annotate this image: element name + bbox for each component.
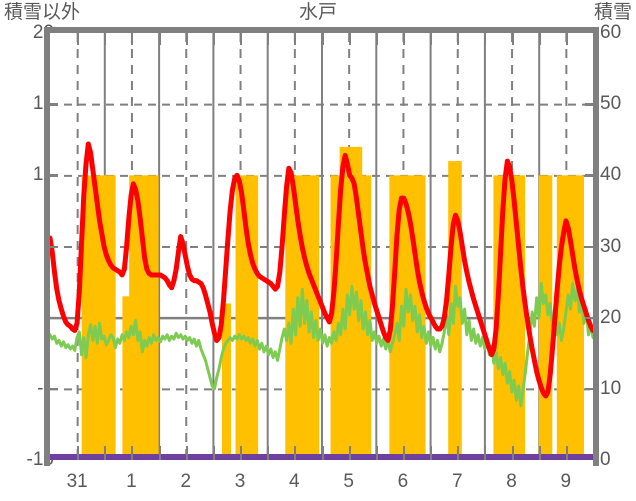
snow-bar xyxy=(122,296,132,460)
bottom-tick-mark xyxy=(212,446,215,460)
plot-area xyxy=(50,33,593,460)
top-tick-mark xyxy=(430,33,433,45)
top-halfday-tick-mark xyxy=(565,33,568,45)
bottom-tick-mark xyxy=(104,446,107,460)
right-axis-tick: 60 xyxy=(600,22,622,43)
bottom-tick-mark xyxy=(430,446,433,460)
bottom-halfday-tick-mark xyxy=(294,446,297,460)
x-axis-tick: 31 xyxy=(66,471,88,492)
top-halfday-tick-mark xyxy=(348,33,351,45)
top-halfday-tick-mark xyxy=(77,33,80,45)
top-tick-mark xyxy=(538,33,541,45)
top-tick-mark xyxy=(158,33,161,45)
bottom-halfday-tick-mark xyxy=(77,446,80,460)
top-halfday-tick-mark xyxy=(402,33,405,45)
right-tick-mark xyxy=(585,387,594,391)
bottom-tick-mark xyxy=(267,446,270,460)
top-tick-mark xyxy=(212,33,215,45)
bottom-halfday-tick-mark xyxy=(511,446,514,460)
bottom-tick-mark xyxy=(158,446,161,460)
left-tick-mark xyxy=(49,174,58,177)
bottom-halfday-tick-mark xyxy=(565,446,568,460)
left-tick-mark xyxy=(49,387,58,391)
x-axis-tick: 2 xyxy=(180,471,192,492)
top-tick-mark xyxy=(484,33,487,45)
right-axis-tick: 30 xyxy=(600,235,622,257)
top-halfday-tick-mark xyxy=(185,33,188,45)
right-tick-mark xyxy=(585,316,594,320)
chart-title: 水戸 xyxy=(298,2,337,23)
top-tick-mark xyxy=(267,33,270,45)
right-axis-tick: 50 xyxy=(600,93,622,115)
bottom-halfday-tick-mark xyxy=(402,446,405,460)
x-axis-tick: 3 xyxy=(234,471,246,492)
bottom-halfday-tick-mark xyxy=(185,446,188,460)
snow-bar xyxy=(221,303,231,460)
x-axis-tick: 7 xyxy=(451,471,463,492)
left-tick-mark xyxy=(49,103,58,106)
snow-bar xyxy=(240,232,254,460)
chart-canvas xyxy=(50,33,593,460)
top-halfday-tick-mark xyxy=(294,33,297,45)
right-axis-tick: 0 xyxy=(600,449,611,470)
right-tick-mark xyxy=(585,103,594,106)
bottom-tick-mark xyxy=(375,446,378,460)
bottom-halfday-tick-mark xyxy=(240,446,243,460)
bottom-halfday-tick-mark xyxy=(131,446,134,460)
top-tick-mark xyxy=(104,33,107,45)
x-axis-tick: 8 xyxy=(506,471,517,492)
left-tick-mark xyxy=(49,316,58,320)
top-tick-mark xyxy=(321,33,324,45)
x-axis-tick: 1 xyxy=(126,471,137,492)
right-tick-mark xyxy=(585,174,594,177)
x-axis-tick: 9 xyxy=(560,471,572,492)
top-halfday-tick-mark xyxy=(511,33,514,45)
bottom-halfday-tick-mark xyxy=(457,446,460,460)
right-axis-tick: 40 xyxy=(600,164,622,186)
top-tick-mark xyxy=(375,33,378,45)
left-tick-mark xyxy=(49,245,58,248)
x-axis-tick: 5 xyxy=(343,471,354,492)
left-axis-title: 積雪以外 xyxy=(4,2,81,23)
top-halfday-tick-mark xyxy=(240,33,243,45)
x-axis-tick: 6 xyxy=(397,471,409,492)
top-halfday-tick-mark xyxy=(131,33,134,45)
x-axis-tick: 4 xyxy=(289,471,300,492)
right-axis-tick: 10 xyxy=(600,377,622,399)
right-axis-title: 積雪 xyxy=(593,2,632,23)
bottom-tick-mark xyxy=(538,446,541,460)
right-tick-mark xyxy=(585,245,594,248)
snow-bar xyxy=(285,175,320,460)
right-axis-tick: 20 xyxy=(600,306,622,328)
snow-bar xyxy=(556,175,584,460)
red-series-line xyxy=(50,141,593,399)
top-halfday-tick-mark xyxy=(457,33,460,45)
bottom-tick-mark xyxy=(321,446,324,460)
bottom-halfday-tick-mark xyxy=(348,446,351,460)
green-series-line xyxy=(50,282,593,408)
bottom-tick-mark xyxy=(484,446,487,460)
